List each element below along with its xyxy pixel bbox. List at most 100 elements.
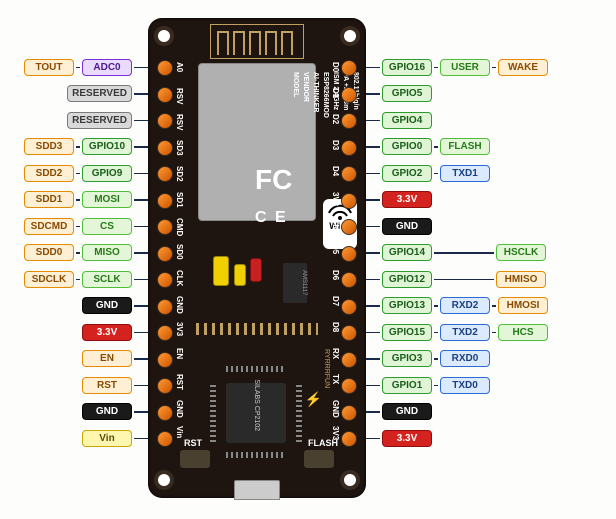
- pin-row: GND: [366, 399, 614, 426]
- silk-label: D0: [330, 62, 340, 72]
- pin-label: GPIO10: [82, 138, 132, 155]
- pin-pad: [341, 193, 357, 209]
- pin-label: SDD1: [24, 191, 74, 208]
- silk-label: D6: [330, 270, 340, 280]
- pin-wire: [434, 146, 438, 148]
- silk-label: EN: [174, 348, 184, 358]
- pin-pad: [157, 299, 173, 315]
- pin-label: GPIO0: [382, 138, 432, 155]
- silk-label: 3V3: [330, 426, 340, 436]
- pin-row: Vin: [0, 425, 148, 452]
- pin-pad: [341, 272, 357, 288]
- pin-label: GND: [82, 403, 132, 420]
- pin-label: RST: [82, 377, 132, 394]
- pin-pad: [157, 325, 173, 341]
- pin-label: SDCMD: [24, 218, 74, 235]
- pin-row: GPIO4: [366, 107, 614, 134]
- pin-label: 3.3V: [82, 324, 132, 341]
- pin-pad: [341, 166, 357, 182]
- pin-wire: [134, 385, 148, 387]
- pin-wire: [492, 67, 496, 69]
- reset-button[interactable]: [180, 450, 210, 468]
- pin-label: USER: [440, 59, 490, 76]
- pin-pad: [341, 405, 357, 421]
- pin-wire: [434, 358, 438, 360]
- pin-row: GPIO15TXD2HCS: [366, 319, 614, 346]
- pin-label: TXD0: [440, 377, 490, 394]
- pin-label: SCLK: [82, 271, 132, 288]
- pin-row: GPIO12 HMISO: [366, 266, 614, 293]
- flash-button[interactable]: [304, 450, 334, 468]
- pin-label: 3.3V: [382, 430, 432, 447]
- pin-wire: [134, 93, 148, 95]
- pin-pad: [157, 431, 173, 447]
- pin-wire: [134, 120, 148, 122]
- pin-row: RESERVED: [0, 81, 148, 108]
- pin-pad: [157, 378, 173, 394]
- micro-usb-port[interactable]: [234, 480, 280, 500]
- silk-label: SD2: [174, 166, 184, 176]
- pin-wire: [76, 279, 80, 281]
- pin-label: GPIO13: [382, 297, 432, 314]
- pin-wire: [366, 411, 380, 413]
- pin-label: GPIO16: [382, 59, 432, 76]
- pin-row: SDD0MISO: [0, 240, 148, 267]
- pin-wire: [134, 438, 148, 440]
- pin-label: HSCLK: [496, 244, 546, 261]
- pcb-antenna: [210, 24, 304, 59]
- pin-label: RESERVED: [67, 112, 132, 129]
- fc-logo: FC: [255, 164, 292, 196]
- esp8266-shield: FC C E Wi Fi MODEL VENDOR AI-THINKER ESP…: [198, 63, 316, 221]
- pin-pad: [341, 60, 357, 76]
- pin-pad: [341, 299, 357, 315]
- pin-label: GND: [82, 297, 132, 314]
- pin-wire: [366, 67, 380, 69]
- pin-label: HMISO: [496, 271, 546, 288]
- silk-label: RSV: [174, 88, 184, 98]
- silk-label: GND: [330, 218, 340, 228]
- silk-label: D7: [330, 296, 340, 306]
- pin-label: RESERVED: [67, 85, 132, 102]
- pin-pad: [341, 246, 357, 262]
- pin-wire: [434, 279, 494, 281]
- pin-label: GPIO12: [382, 271, 432, 288]
- nodemcu-board: FC C E Wi Fi MODEL VENDOR AI-THINKER ESP…: [148, 18, 366, 498]
- pin-wire: [366, 438, 380, 440]
- right-pin-labels: GPIO16USERWAKEGPIO5GPIO4GPIO0FLASHGPIO2T…: [366, 54, 614, 452]
- pin-row: GPIO16USERWAKE: [366, 54, 614, 81]
- pin-pad: [341, 219, 357, 235]
- voltage-regulator: AMS1117: [283, 263, 307, 303]
- pin-wire: [366, 385, 380, 387]
- pin-label: SDCLK: [24, 271, 74, 288]
- pin-wire: [76, 226, 80, 228]
- pin-row: GND: [0, 399, 148, 426]
- pin-pad: [157, 60, 173, 76]
- pin-row: GPIO5: [366, 81, 614, 108]
- chip-text: ESP8266MOD: [322, 72, 329, 118]
- pin-label: GND: [382, 218, 432, 235]
- pin-wire: [366, 146, 380, 148]
- pin-wire: [134, 332, 148, 334]
- capacitor: [234, 264, 246, 286]
- silk-label: SD3: [174, 140, 184, 150]
- pin-label: MOSI: [82, 191, 132, 208]
- pin-pad: [157, 246, 173, 262]
- pin-wire: [366, 226, 380, 228]
- usb-uart-chip: SILABS CP2102: [226, 383, 286, 443]
- pin-wire: [366, 93, 380, 95]
- lightning-icon: ⚡: [305, 391, 322, 408]
- pin-row: SDCLK SCLK: [0, 266, 148, 293]
- pin-pad: [157, 87, 173, 103]
- pin-wire: [434, 305, 438, 307]
- pin-wire: [134, 305, 148, 307]
- pin-label: TOUT: [24, 59, 74, 76]
- pin-wire: [134, 226, 148, 228]
- pin-label: GPIO9: [82, 165, 132, 182]
- pin-label: FLASH: [440, 138, 490, 155]
- pin-label: RXD2: [440, 297, 490, 314]
- silk-label: D1: [330, 88, 340, 98]
- pin-wire: [434, 252, 494, 254]
- pin-wire: [134, 411, 148, 413]
- silk-label: GND: [174, 296, 184, 306]
- pin-wire: [366, 120, 380, 122]
